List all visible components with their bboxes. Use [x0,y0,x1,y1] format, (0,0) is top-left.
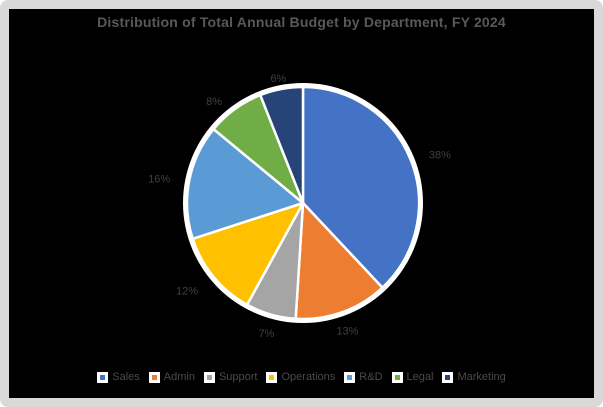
pie-data-labels: 38% 13% 7% 12% 16% 8% 6% [148,73,451,340]
legend-item-marketing: Marketing [442,371,506,383]
legend-label: Marketing [457,371,506,383]
legend-item-admin: Admin [148,371,195,383]
legend-swatch [269,375,275,380]
legend-marker [266,372,278,383]
legend-label: Operations [281,371,336,383]
legend-item-r-d: R&D [344,371,383,383]
chart-title: Distribution of Total Annual Budget by D… [97,14,506,30]
legend-marker [148,372,160,383]
legend-swatch [445,375,451,380]
data-label-operations: 12% [176,286,198,298]
pie-slices [185,85,421,321]
pie-slice-sales [301,85,421,289]
legend-label: Legal [406,371,434,383]
legend-marker [97,372,109,383]
legend-swatch [206,375,212,380]
pie-slice-admin [294,201,384,321]
legend-label: R&D [359,371,383,383]
data-label-legal: 8% [206,96,222,108]
legend-label: Admin [163,371,195,383]
legend-swatch [100,375,106,380]
pie-slice-operations [191,201,305,306]
legend-swatch [151,375,157,380]
legend-item-legal: Legal [391,371,434,383]
legend-item-support: Support [203,371,258,383]
legend-item-operations: Operations [266,372,335,383]
legend-marker [442,372,454,383]
legend-swatch [347,375,353,380]
data-label-sales: 38% [429,150,451,162]
legend-label: Sales [112,371,140,383]
legend-label: Support [218,371,258,383]
legend-marker [391,372,403,383]
legend-item-sales: Sales [97,372,140,383]
data-label-marketing: 6% [270,73,286,85]
legend-marker [344,372,356,383]
data-label-r-d: 16% [148,173,170,185]
data-label-admin: 13% [336,325,358,337]
chart-legend: Sales Admin Support Operations R&D Legal Marke… [0,372,603,383]
pie-slice-marketing [259,85,305,205]
legend-marker [203,372,215,383]
pie-slice-r-d [185,127,305,241]
data-label-support: 7% [258,328,274,340]
legend-swatch [394,375,400,380]
